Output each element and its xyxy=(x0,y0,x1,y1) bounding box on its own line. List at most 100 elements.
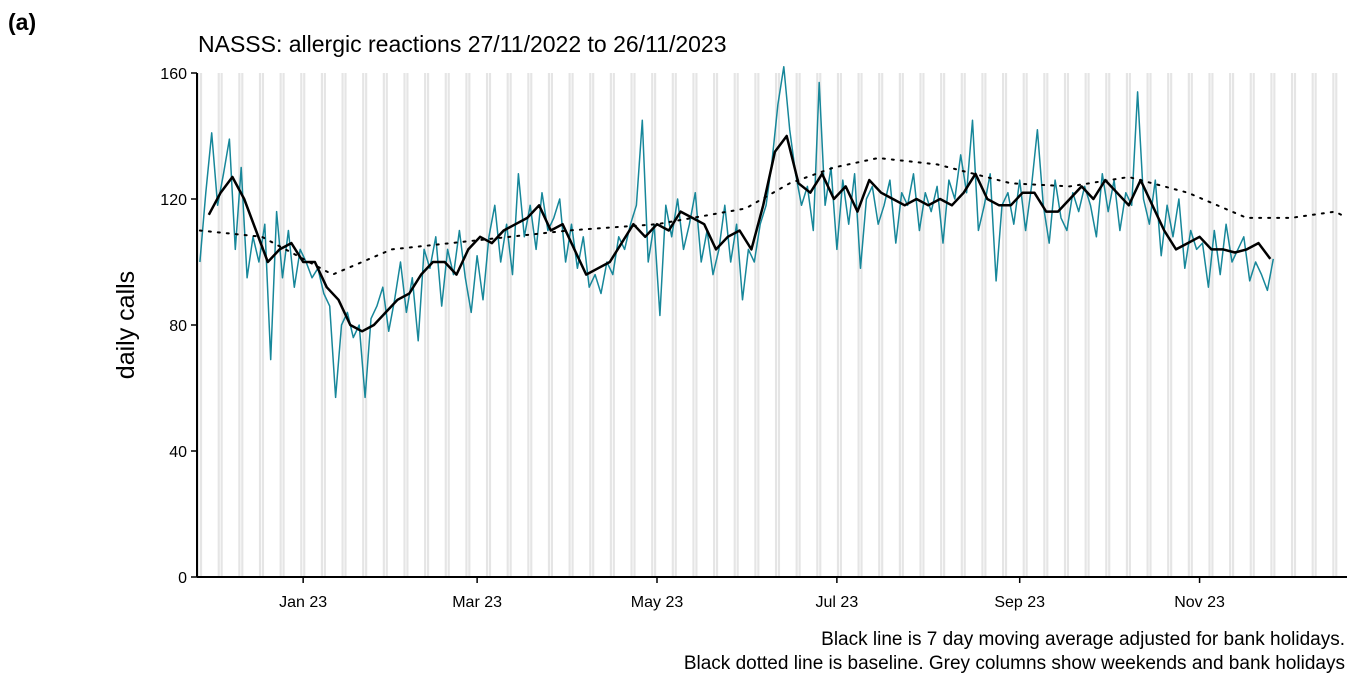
weekend-column xyxy=(881,73,884,577)
weekend-column xyxy=(427,73,430,577)
weekend-column xyxy=(365,73,368,577)
weekend-column xyxy=(1043,73,1046,577)
weekend-column xyxy=(984,73,987,577)
weekend-column xyxy=(940,73,943,577)
weekend-column xyxy=(320,73,323,577)
weekend-column xyxy=(382,73,385,577)
weekend-column xyxy=(878,73,881,577)
weekend-column xyxy=(1229,73,1232,577)
weekend-column xyxy=(630,73,633,577)
weekend-column xyxy=(1332,73,1335,577)
weekend-column xyxy=(424,73,427,577)
weekend-column xyxy=(733,73,736,577)
shading xyxy=(197,73,1338,577)
weekend-column xyxy=(1311,73,1314,577)
weekend-column xyxy=(654,73,657,577)
weekend-column xyxy=(1108,73,1111,577)
weekend-column xyxy=(1293,73,1297,577)
weekend-column xyxy=(238,73,241,577)
series-line xyxy=(207,134,1272,333)
weekend-column xyxy=(282,73,285,577)
weekend-column xyxy=(1002,73,1005,577)
weekend-column xyxy=(1208,73,1211,577)
weekend-column xyxy=(1273,73,1276,577)
weekend-column xyxy=(1252,73,1255,577)
weekend-column xyxy=(922,73,925,577)
weekend-column xyxy=(547,73,551,577)
weekend-column xyxy=(839,73,842,577)
weekend-column xyxy=(857,73,860,577)
weekend-column xyxy=(1149,73,1152,577)
weekend-column xyxy=(713,73,716,577)
weekend-column xyxy=(1025,73,1028,577)
weekend-column xyxy=(981,73,984,577)
weekend-column xyxy=(550,73,553,577)
weekend-column xyxy=(220,73,223,577)
weekend-column xyxy=(279,73,282,577)
weekend-column xyxy=(485,73,489,577)
weekend-column xyxy=(695,73,698,577)
weekend-column xyxy=(1290,73,1294,577)
weekend-column xyxy=(589,73,592,577)
x-tick-label: Jan 23 xyxy=(279,594,327,611)
weekend-column xyxy=(530,73,533,577)
weekend-column xyxy=(385,73,388,577)
weekend-column xyxy=(798,73,801,577)
weekend-column xyxy=(447,73,450,577)
weekend-column xyxy=(1232,73,1235,577)
weekend-column xyxy=(943,73,946,577)
weekend-column xyxy=(1087,73,1090,577)
weekend-column xyxy=(444,73,447,577)
weekend-column xyxy=(300,73,303,577)
y-tick-label: 120 xyxy=(160,192,187,209)
note: Black dotted line is baseline. Grey colu… xyxy=(684,653,1345,674)
weekend-column xyxy=(1190,73,1193,577)
weekend-column xyxy=(403,73,406,577)
weekend-column xyxy=(819,73,822,577)
weekend-column xyxy=(323,73,326,577)
chart-title: NASSS: allergic reactions 27/11/2022 to … xyxy=(198,31,727,57)
weekend-column xyxy=(217,73,220,577)
x-tick-label: Nov 23 xyxy=(1174,594,1225,611)
y-tick-label: 160 xyxy=(160,66,187,83)
note: Black line is 7 day moving average adjus… xyxy=(821,629,1345,650)
weekend-column xyxy=(898,73,901,577)
weekend-column xyxy=(509,73,512,577)
weekend-column xyxy=(609,73,612,577)
panel-label: (a) xyxy=(8,9,36,35)
weekend-column xyxy=(671,73,674,577)
weekend-column xyxy=(1004,73,1008,577)
weekend-column xyxy=(465,73,468,577)
weekend-column xyxy=(527,73,530,577)
x-tick-label: Sep 23 xyxy=(994,594,1045,611)
weekend-column xyxy=(261,73,265,577)
x-tick-label: May 23 xyxy=(631,594,684,611)
weekend-column xyxy=(1211,73,1214,577)
weekend-column xyxy=(960,73,963,577)
weekend-column xyxy=(199,73,203,577)
series-line xyxy=(198,157,1348,276)
weekend-column xyxy=(1335,73,1338,577)
weekend-column xyxy=(571,73,574,577)
weekend-column xyxy=(1063,73,1067,577)
weekend-column xyxy=(692,73,695,577)
weekend-column xyxy=(736,73,739,577)
weekend-column xyxy=(1249,73,1252,577)
weekend-column xyxy=(754,73,757,577)
weekend-column xyxy=(303,73,306,577)
x-tick-label: Jul 23 xyxy=(816,594,859,611)
y-axis-label: daily calls xyxy=(112,271,140,379)
weekend-column xyxy=(241,73,244,577)
weekend-column xyxy=(901,73,904,577)
weekend-column xyxy=(633,73,636,577)
weekend-column xyxy=(1167,73,1170,577)
weekend-column xyxy=(816,73,819,577)
weekend-column xyxy=(488,73,492,577)
weekend-column xyxy=(1146,73,1149,577)
weekend-column xyxy=(341,73,344,577)
weekend-column xyxy=(1105,73,1108,577)
weekend-column xyxy=(919,73,922,577)
y-tick-label: 80 xyxy=(169,318,187,335)
series-line xyxy=(199,65,1275,399)
